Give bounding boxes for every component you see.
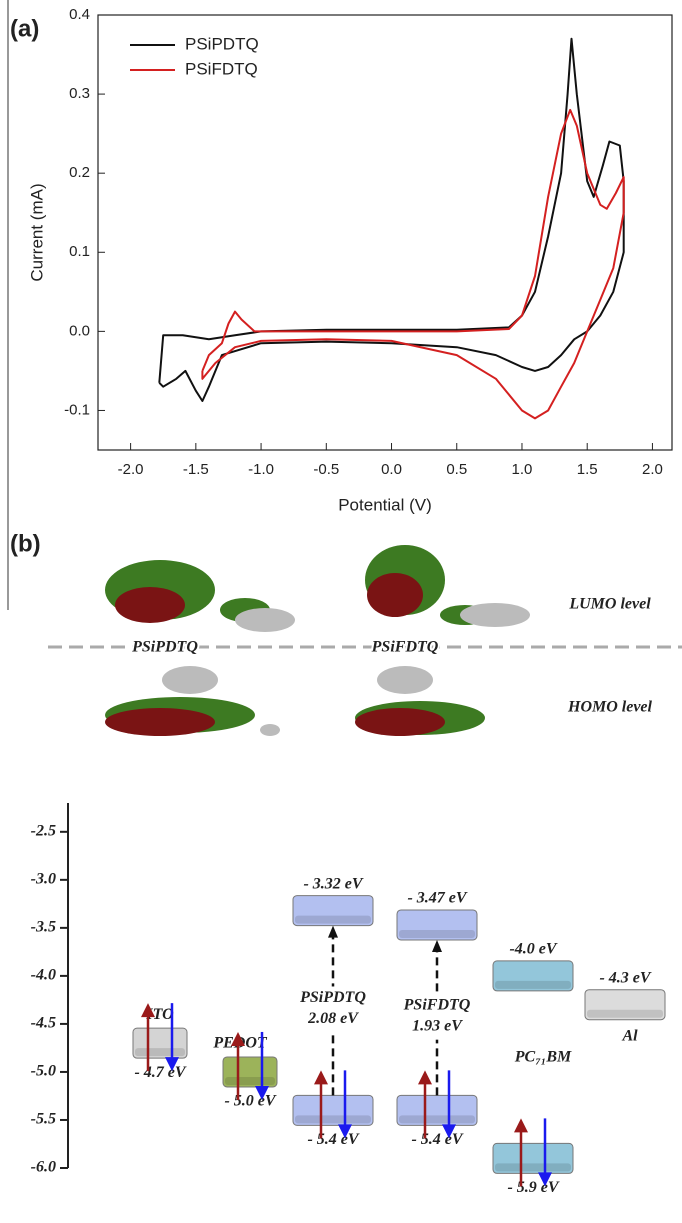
level-value-label: - 5.0 eV	[224, 1093, 276, 1110]
level-shade	[295, 1115, 371, 1123]
level-value-label: - 5.4 eV	[411, 1131, 463, 1148]
panel-label: (b)	[10, 530, 41, 557]
gap-name: PSiFDTQ	[403, 996, 471, 1013]
y-tick-label: -5.5	[31, 1111, 56, 1128]
level-value-label: - 5.9 eV	[507, 1179, 559, 1196]
x-tick-label: -2.0	[118, 461, 144, 478]
x-tick-label: 0.5	[446, 461, 467, 478]
y-axis-label: Current (mA)	[27, 183, 46, 281]
x-axis-label: Potential (V)	[338, 495, 432, 514]
level-value-label: - 3.32 eV	[303, 875, 363, 892]
homo-label: HOMO level	[567, 699, 653, 716]
level-value-label: - 4.3 eV	[599, 969, 651, 986]
level-value-label: -4.0 eV	[509, 941, 557, 958]
y-tick-label: -0.1	[64, 401, 90, 418]
x-tick-label: -1.5	[183, 461, 209, 478]
x-tick-label: -0.5	[313, 461, 339, 478]
molecule-label: PSiFDTQ	[371, 639, 439, 656]
molecule-label: PSiPDTQ	[131, 639, 198, 656]
level-shade	[399, 930, 475, 938]
x-tick-label: 2.0	[642, 461, 663, 478]
y-tick-label: -6.0	[31, 1159, 56, 1176]
level-shade	[135, 1048, 185, 1056]
level-shade	[225, 1077, 275, 1085]
lumo-label: LUMO level	[568, 596, 651, 613]
figure: (a) -2.0 -1.5 -1.0 -0.5 0.0 0.5 1.0 1.5 2.0 -0.1 0.…	[0, 0, 682, 1223]
x-tick-label: 0.0	[381, 461, 402, 478]
spin-up-head	[418, 1070, 432, 1084]
level-shade	[399, 1115, 475, 1123]
level-shade	[295, 916, 371, 924]
gap-value: 1.93 eV	[412, 1017, 463, 1034]
x-tick-label: -1.0	[248, 461, 274, 478]
level-shade	[495, 981, 571, 989]
gap-name: PSiPDTQ	[299, 989, 366, 1006]
y-tick-label: 0.4	[69, 6, 90, 23]
gap-arrow-head	[432, 940, 442, 952]
level-shade	[495, 1163, 571, 1171]
y-tick-label: -3.5	[31, 919, 56, 936]
y-tick-label: 0.0	[69, 322, 90, 339]
level-value-label: - 3.47 eV	[407, 890, 467, 907]
gap-arrow-head	[328, 926, 338, 938]
x-tick-label: 1.0	[512, 461, 533, 478]
level-value-label: - 4.7 eV	[134, 1064, 186, 1081]
spin-up-head	[314, 1070, 328, 1084]
cv-curve	[202, 110, 623, 419]
gap-value: 2.08 eV	[307, 1010, 359, 1027]
y-tick-label: 0.2	[69, 164, 90, 181]
y-tick-label: 0.1	[69, 243, 90, 260]
panel-label: (a)	[10, 15, 39, 42]
legend-label: PSiFDTQ	[185, 59, 258, 78]
legend-label: PSiPDTQ	[185, 34, 259, 53]
y-tick-label: -4.5	[31, 1015, 56, 1032]
cv-curve	[159, 39, 623, 401]
y-tick-label: -2.5	[31, 822, 56, 839]
x-tick-label: 1.5	[577, 461, 598, 478]
level-shade	[587, 1010, 663, 1018]
y-tick-label: -5.0	[31, 1063, 56, 1080]
y-tick-label: 0.3	[69, 85, 90, 102]
level-value-label: - 5.4 eV	[307, 1131, 359, 1148]
material-label: PC₇₁BM	[514, 1049, 572, 1066]
spin-up-head	[514, 1118, 528, 1132]
y-tick-label: -3.0	[31, 871, 56, 888]
y-tick-label: -4.0	[31, 967, 56, 984]
plot-frame	[98, 15, 672, 450]
material-label: Al	[621, 1027, 638, 1044]
